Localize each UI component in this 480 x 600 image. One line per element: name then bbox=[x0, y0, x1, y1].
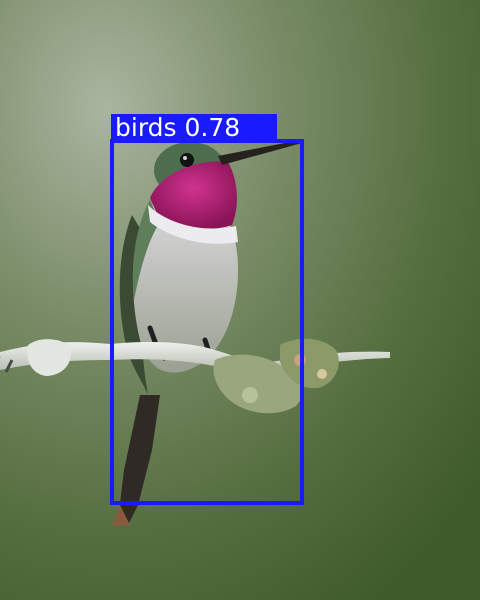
bird-beak bbox=[218, 140, 302, 165]
bird-gorget bbox=[150, 161, 237, 229]
lichen-clump bbox=[27, 339, 72, 376]
bird-tail-tip bbox=[112, 505, 130, 526]
lichen-clump bbox=[213, 354, 303, 414]
white-chest-band bbox=[148, 205, 238, 244]
detection-label: birds 0.78 bbox=[115, 113, 241, 142]
bird-eye bbox=[180, 153, 194, 167]
bird-back-green bbox=[132, 200, 160, 300]
branch-twig bbox=[0, 356, 14, 373]
eye-highlight bbox=[183, 156, 187, 160]
detection-label-background bbox=[111, 114, 277, 143]
bird-body bbox=[133, 205, 238, 373]
bird-tail bbox=[118, 395, 160, 525]
lichen-spot bbox=[317, 369, 327, 379]
lichen-spot bbox=[242, 387, 258, 403]
